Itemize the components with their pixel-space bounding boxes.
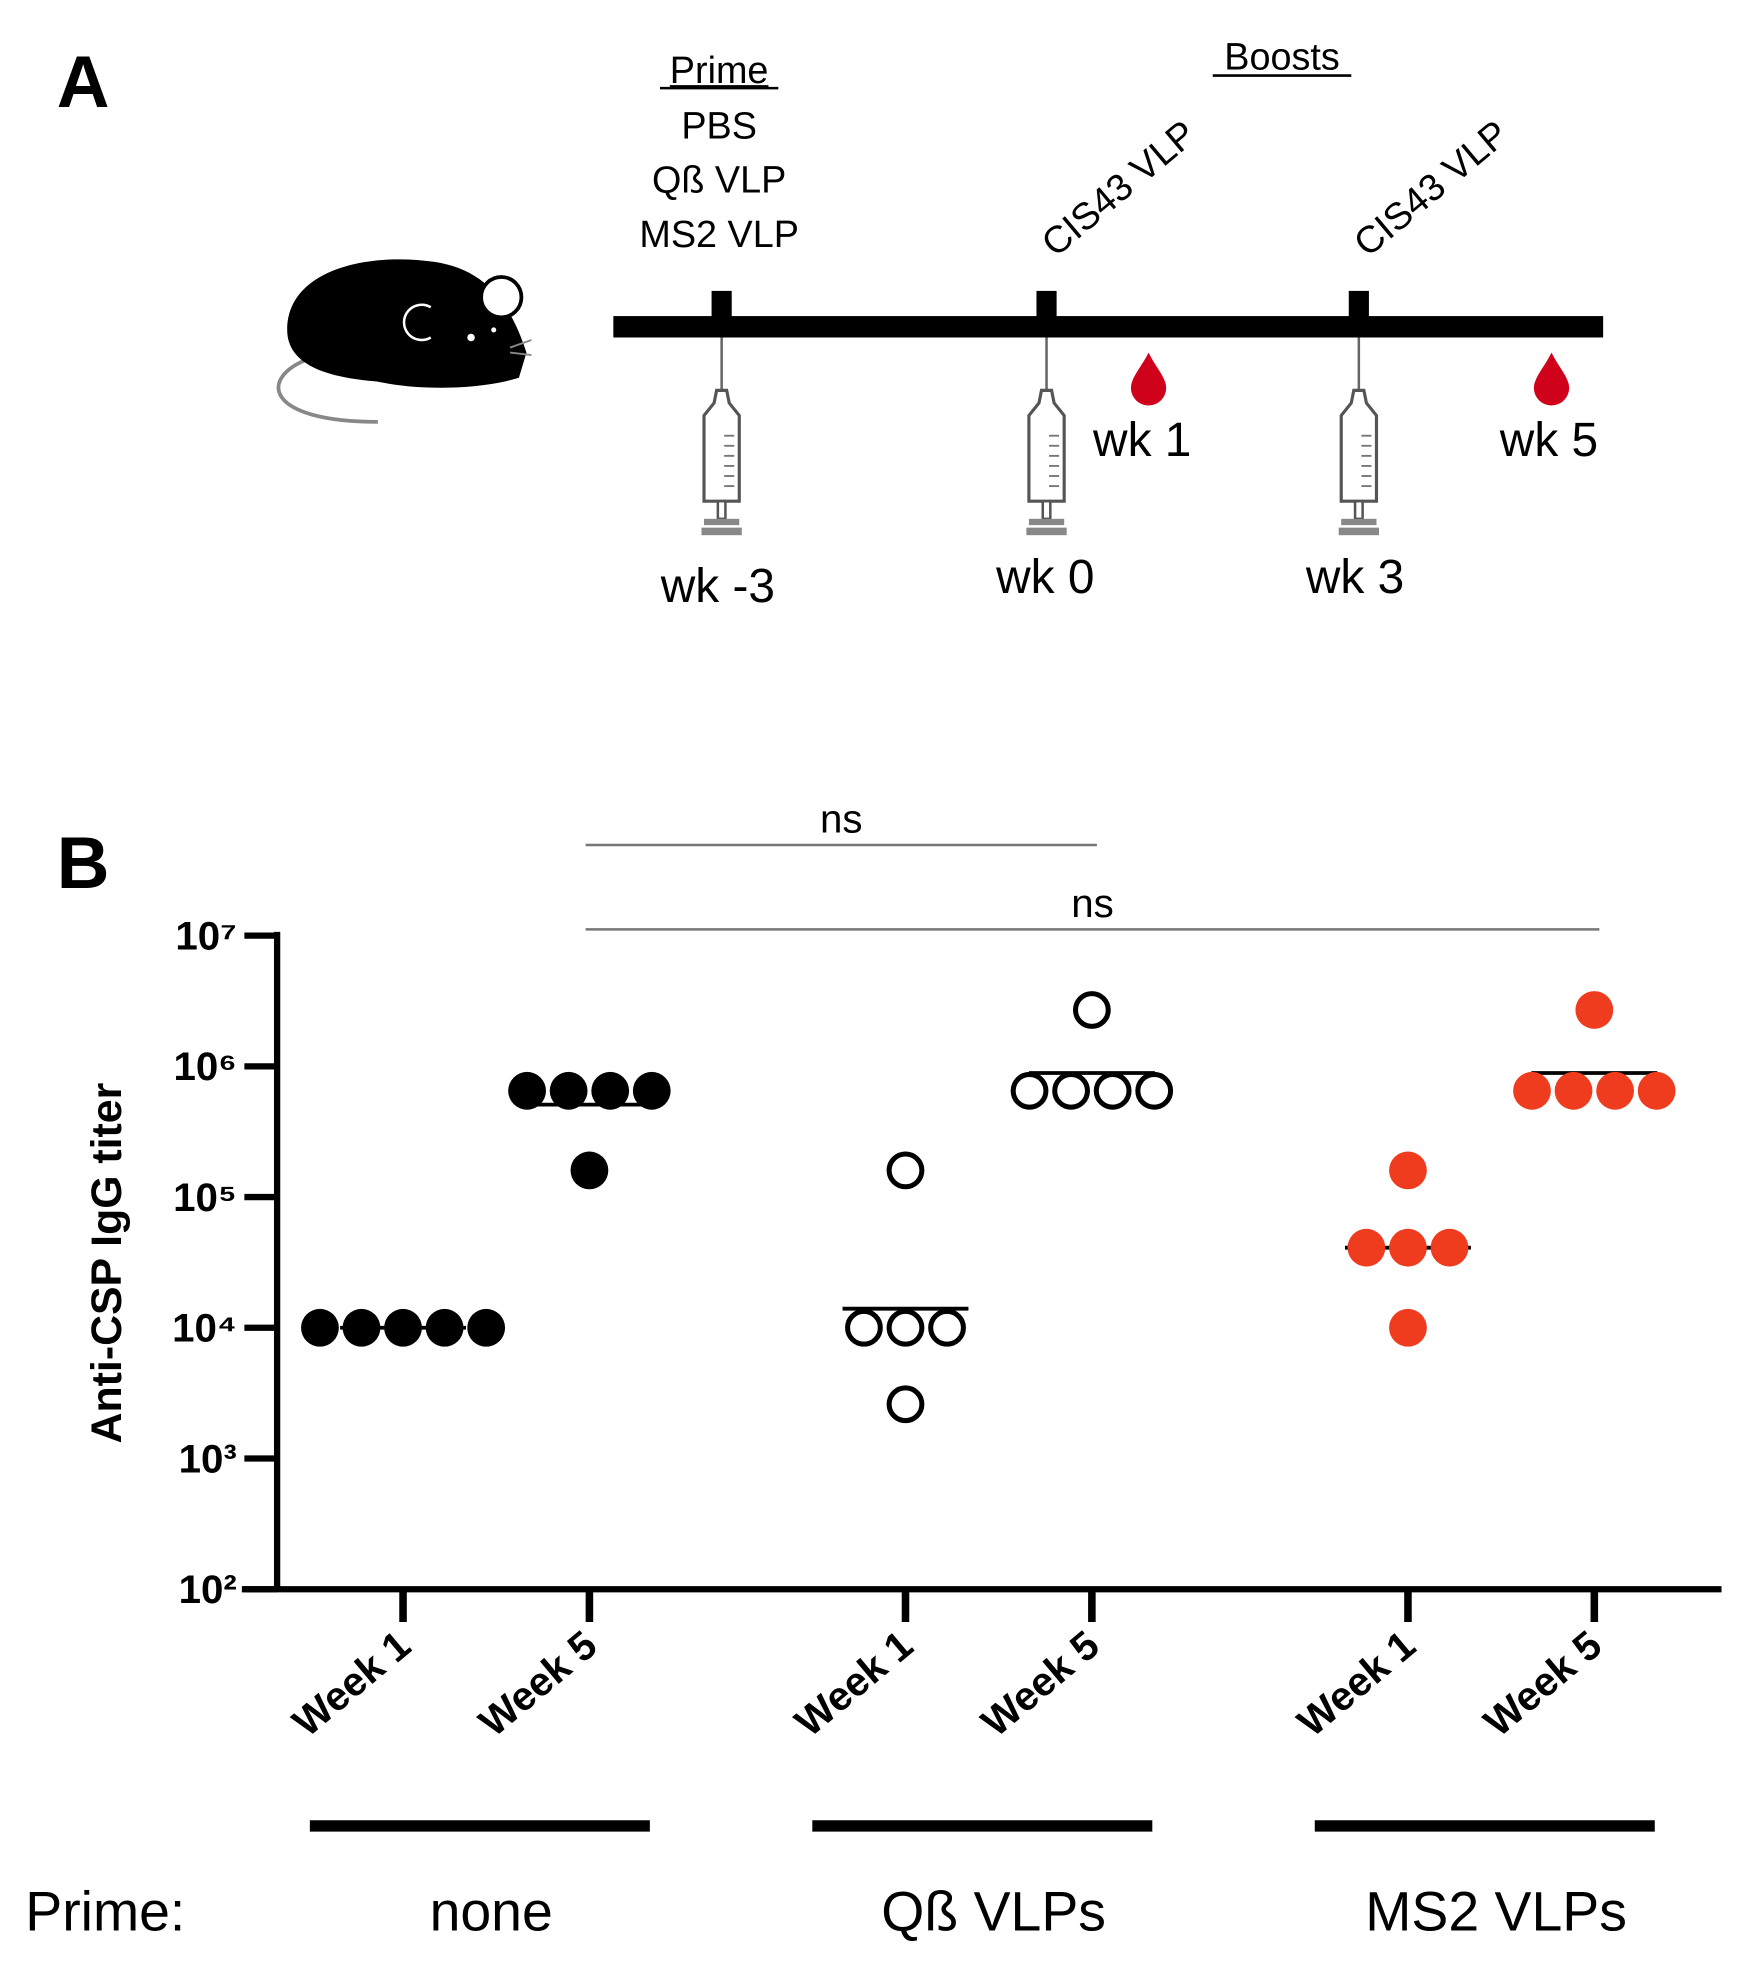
- prime-item: MS2 VLP: [639, 214, 799, 256]
- boosts-title: Boosts: [1224, 36, 1339, 78]
- data-point: [1052, 1071, 1090, 1110]
- y-axis-label: Anti-CSP IgG titer: [83, 1083, 131, 1444]
- panel-label: A: [57, 42, 110, 123]
- bleed-label: wk 1: [1092, 414, 1191, 467]
- x-tick-label: Week 5: [973, 1622, 1108, 1745]
- y-tick-label: 10⁵: [173, 1175, 237, 1220]
- timeline: [613, 316, 1604, 338]
- injection-label: wk -3: [660, 560, 775, 613]
- boost-label: CIS43 VLP: [1034, 113, 1204, 265]
- data-point: [570, 1151, 609, 1190]
- data-point: [1010, 1071, 1049, 1110]
- prime-title: Prime: [670, 50, 769, 92]
- x-tick-label: Week 5: [471, 1622, 606, 1745]
- data-point: [1513, 1071, 1551, 1110]
- mouse: [276, 259, 532, 424]
- timeline-marker: [711, 290, 732, 319]
- y-tick-label: 10⁴: [172, 1306, 237, 1351]
- data-point: [886, 1308, 925, 1347]
- timeline-marker: [1348, 290, 1369, 319]
- boost-label: CIS43 VLP: [1346, 113, 1516, 265]
- data-point: [1389, 1151, 1427, 1190]
- data-point: [1637, 1071, 1676, 1110]
- timeline-marker: [1036, 290, 1057, 319]
- group-label: none: [430, 1880, 553, 1942]
- data-point: [632, 1071, 671, 1110]
- data-point: [508, 1071, 546, 1110]
- data-point: [1135, 1071, 1174, 1110]
- y-tick-label: 10³: [179, 1436, 237, 1481]
- data-point: [1596, 1071, 1634, 1110]
- prime-item: PBS: [681, 106, 757, 148]
- syringe: [1337, 335, 1381, 537]
- injection-label: wk 0: [995, 551, 1094, 604]
- significance-label: ns: [820, 796, 863, 841]
- data-point: [1389, 1228, 1427, 1267]
- data-point: [467, 1308, 506, 1347]
- y-tick-label: 10⁶: [173, 1044, 236, 1089]
- prime-item: Qß VLP: [652, 160, 786, 202]
- injection-label: wk 3: [1305, 551, 1404, 604]
- syringe: [699, 335, 744, 537]
- data-point: [1093, 1071, 1132, 1110]
- bleed-label: wk 5: [1499, 414, 1598, 467]
- data-point: [384, 1308, 422, 1347]
- blood-drop: [1130, 352, 1167, 406]
- data-point: [845, 1308, 883, 1347]
- x-tick-label: Week 5: [1475, 1622, 1610, 1745]
- data-point: [301, 1308, 339, 1347]
- data-point: [928, 1308, 966, 1347]
- data-point: [591, 1071, 630, 1110]
- x-tick-label: Week 1: [787, 1622, 922, 1745]
- data-point: [1554, 1071, 1593, 1110]
- group-label: MS2 VLPs: [1365, 1880, 1627, 1942]
- data-point: [549, 1071, 588, 1110]
- data-point: [425, 1308, 464, 1347]
- x-tick-label: Week 1: [284, 1622, 419, 1745]
- data-point: [886, 1385, 925, 1424]
- panel-label: B: [57, 823, 110, 904]
- data-point: [886, 1151, 925, 1190]
- blood-drop: [1533, 352, 1570, 406]
- data-point: [1347, 1228, 1386, 1267]
- data-point: [1430, 1228, 1469, 1267]
- data-point: [1575, 991, 1614, 1029]
- y-tick-label: 10²: [179, 1567, 237, 1612]
- group-label: Qß VLPs: [881, 1880, 1106, 1942]
- data-point: [1072, 991, 1111, 1029]
- y-tick-label: 10⁷: [175, 913, 236, 958]
- significance-label: ns: [1071, 881, 1114, 926]
- group-title: Prime:: [25, 1880, 185, 1942]
- data-point: [342, 1308, 381, 1347]
- x-tick-label: Week 1: [1289, 1622, 1424, 1745]
- syringe: [1024, 335, 1069, 537]
- data-point: [1389, 1308, 1427, 1347]
